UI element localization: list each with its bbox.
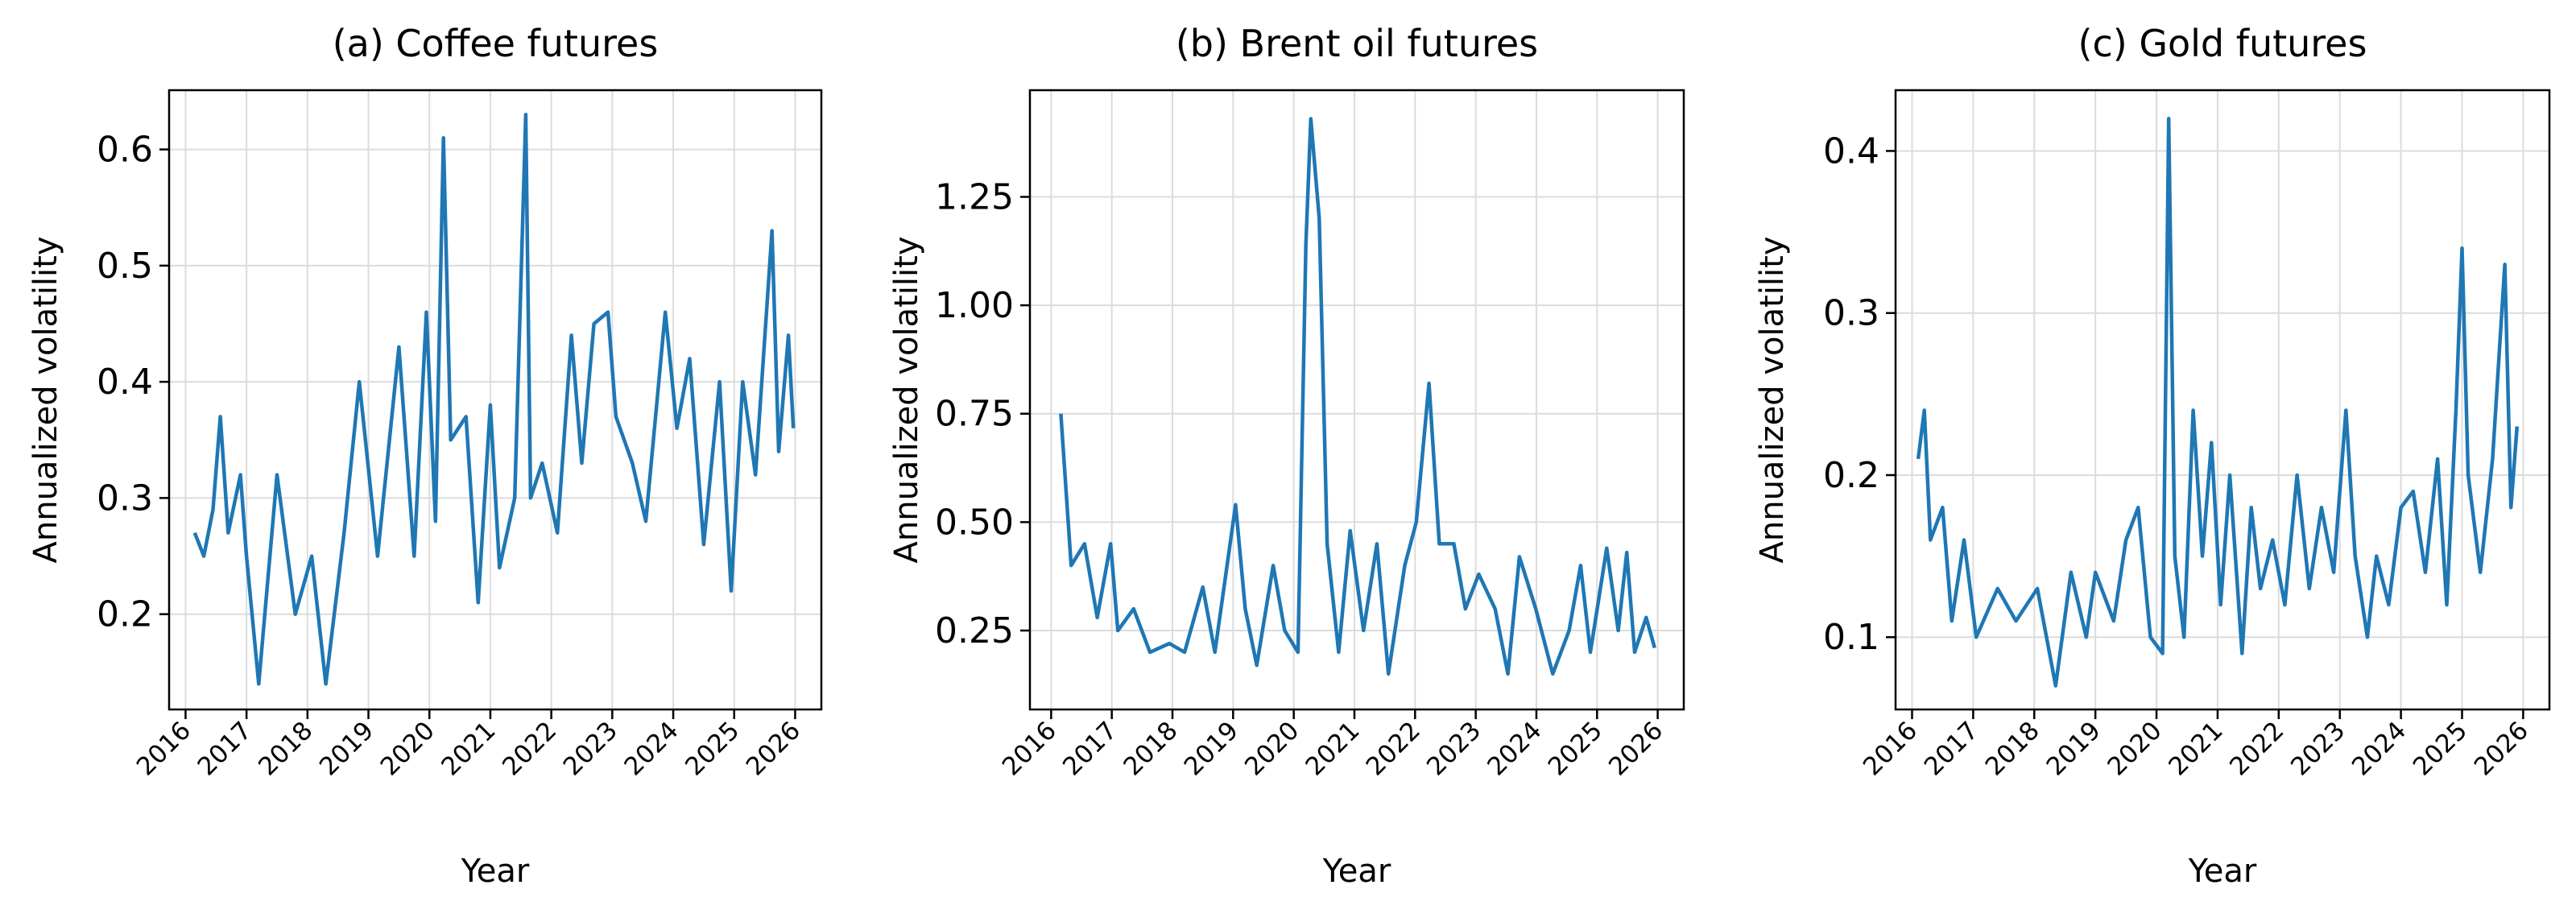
x-tick-label: 2020 xyxy=(2102,716,2167,781)
x-tick-label: 2023 xyxy=(2285,716,2351,781)
y-tick-label: 0.3 xyxy=(1823,293,1879,334)
subplot-title: (c) Gold futures xyxy=(2078,22,2367,65)
y-axis-label: Annualized volatility xyxy=(888,236,925,563)
x-axis-label: Year xyxy=(1322,853,1391,890)
line xyxy=(1059,117,1656,676)
y-tick-label: 0.75 xyxy=(935,394,1014,435)
x-tick-label: 2018 xyxy=(253,716,318,781)
x-tick-label: 2024 xyxy=(1482,716,1547,781)
x-tick-label: 2024 xyxy=(618,716,684,781)
x-tick-label: 2021 xyxy=(1300,716,1365,781)
x-tick-label: 2018 xyxy=(1980,716,2045,781)
y-tick-label: 0.50 xyxy=(935,502,1014,543)
x-tick-label: 2025 xyxy=(1543,716,1608,781)
x-tick-label: 2016 xyxy=(1858,716,1923,781)
x-tick-label: 2026 xyxy=(1603,716,1668,781)
axes-frame xyxy=(1894,89,2551,711)
x-tick-label: 2022 xyxy=(1361,716,1426,781)
y-tick-label: 0.2 xyxy=(97,594,153,635)
x-tick-label: 2021 xyxy=(2163,716,2228,781)
x-tick-label: 2021 xyxy=(436,716,501,781)
x-tick-label: 2025 xyxy=(2408,716,2473,781)
x-tick-label: 2022 xyxy=(2224,716,2289,781)
y-tick-label: 0.6 xyxy=(97,130,153,171)
axes-frame xyxy=(167,89,823,711)
y-tick-label: 0.2 xyxy=(1823,455,1879,496)
x-tick-label: 2017 xyxy=(1919,716,1984,781)
x-tick-label: 2019 xyxy=(2041,716,2107,781)
subplot-title: (b) Brent oil futures xyxy=(1176,22,1538,65)
y-tick-label: 0.4 xyxy=(97,362,153,403)
x-tick-label: 2022 xyxy=(497,716,562,781)
x-tick-label: 2019 xyxy=(314,716,379,781)
x-tick-label: 2020 xyxy=(1239,716,1305,781)
x-tick-label: 2026 xyxy=(2469,716,2534,781)
x-axis-label: Year xyxy=(461,853,530,890)
x-tick-label: 2020 xyxy=(375,716,440,781)
x-tick-label: 2016 xyxy=(997,716,1062,781)
y-tick-label: 0.1 xyxy=(1823,617,1879,658)
x-tick-label: 2023 xyxy=(558,716,623,781)
x-tick-label: 2019 xyxy=(1179,716,1244,781)
y-tick-label: 0.5 xyxy=(97,246,153,287)
x-tick-label: 2016 xyxy=(131,716,196,781)
x-tick-label: 2017 xyxy=(1057,716,1123,781)
line xyxy=(1916,116,2520,688)
x-tick-label: 2026 xyxy=(741,716,806,781)
axes-frame xyxy=(1028,89,1685,711)
x-axis-label: Year xyxy=(2188,853,2257,890)
y-axis-label: Annualized volatility xyxy=(1754,236,1791,563)
subplot-title: (a) Coffee futures xyxy=(333,22,659,65)
x-tick-label: 2025 xyxy=(680,716,745,781)
x-tick-label: 2017 xyxy=(192,716,258,781)
x-tick-label: 2023 xyxy=(1421,716,1486,781)
y-tick-label: 0.4 xyxy=(1823,130,1879,172)
y-tick-label: 1.25 xyxy=(935,176,1014,217)
x-tick-label: 2018 xyxy=(1118,716,1183,781)
y-axis-label: Annualized volatility xyxy=(27,236,64,563)
y-tick-label: 0.25 xyxy=(935,610,1014,651)
line xyxy=(192,113,796,686)
y-tick-label: 1.00 xyxy=(935,285,1014,326)
x-tick-label: 2024 xyxy=(2347,716,2412,781)
y-tick-label: 0.3 xyxy=(97,478,153,519)
